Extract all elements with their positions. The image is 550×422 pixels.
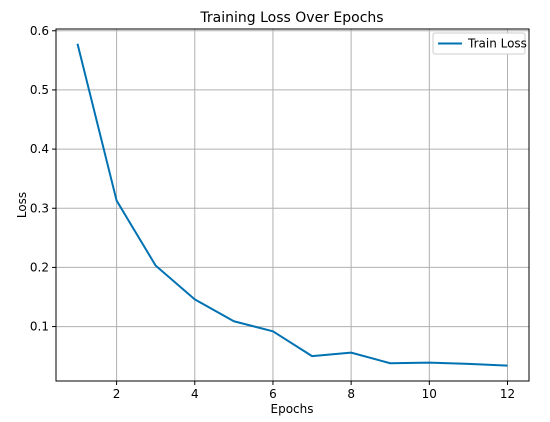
- x-tick-label: 6: [269, 387, 277, 401]
- y-tick-label: 0.6: [30, 24, 49, 38]
- x-axis-ticks: 2 4 6 8 10 12: [113, 381, 515, 401]
- y-tick-label: 0.2: [30, 260, 49, 274]
- chart-title: Training Loss Over Epochs: [199, 10, 383, 26]
- y-tick-label: 0.5: [30, 83, 49, 97]
- x-tick-label: 10: [422, 387, 437, 401]
- x-tick-label: 2: [113, 387, 121, 401]
- legend-label: Train Loss: [467, 37, 527, 51]
- plot-frame: [55, 28, 530, 382]
- grid-lines: [56, 29, 529, 381]
- x-tick-label: 8: [347, 387, 355, 401]
- series-lines: [76, 43, 508, 367]
- y-tick-label: 0.3: [30, 201, 49, 215]
- y-tick-label: 0.1: [30, 320, 49, 334]
- legend-box: [432, 32, 526, 55]
- y-axis-label: Loss: [15, 192, 29, 218]
- x-tick-label: 4: [191, 387, 199, 401]
- train-loss-line: [76, 43, 508, 367]
- y-tick-label: 0.4: [30, 142, 49, 156]
- x-tick-label: 12: [500, 387, 515, 401]
- x-axis-label: Epochs: [271, 402, 314, 416]
- legend: Train Loss: [432, 32, 527, 55]
- y-axis-ticks: 0.1 0.2 0.3 0.4 0.5 0.6: [30, 24, 56, 334]
